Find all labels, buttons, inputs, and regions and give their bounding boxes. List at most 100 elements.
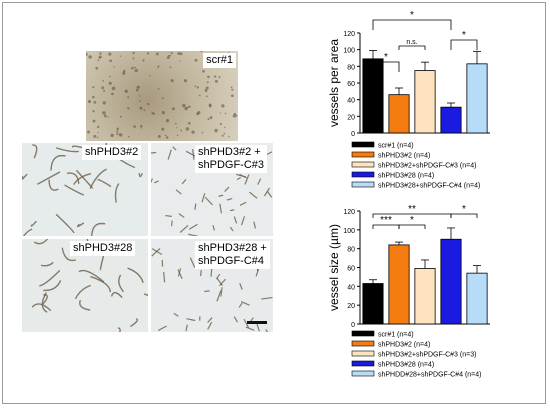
panel-label: shPHD3#2 + shPDGF-C#3 (195, 145, 268, 173)
legend-swatch (351, 370, 375, 377)
vessel-strand (22, 173, 28, 181)
vessel-speck (170, 52, 173, 55)
vessel-segment (158, 325, 167, 331)
vessel-strand (43, 280, 62, 292)
bar (466, 63, 488, 134)
vessel-speck (207, 75, 210, 79)
vessel-speck (194, 85, 197, 88)
vessel-segment (240, 216, 246, 226)
vessel-speck (166, 56, 170, 59)
y-tick-label: 20 (347, 114, 355, 121)
vessel-segment (154, 180, 159, 184)
vessel-speck (153, 112, 156, 115)
vessel-strand (55, 147, 79, 153)
vessel-segment (207, 321, 213, 330)
vessel-speck (133, 66, 136, 69)
vessel-speck (202, 69, 205, 73)
vessel-speck (92, 110, 95, 113)
vessel-segment (249, 191, 258, 199)
vessel-segment (204, 290, 210, 293)
vessel-speck (113, 66, 115, 68)
legend-label: scr#1 (n=4) (378, 143, 414, 150)
vessel-segment (226, 198, 233, 201)
significance-bracket (398, 224, 426, 229)
vessel-speck (124, 89, 128, 93)
panel-label: shPHD3#2 (82, 145, 142, 160)
y-tick-label: 100 (343, 48, 355, 55)
vessel-speck (157, 88, 160, 90)
vessel-segment (265, 329, 269, 332)
vessel-segment (233, 316, 239, 323)
significance-bracket (450, 39, 478, 50)
vessel-speck (165, 136, 169, 139)
legend-label: shPHD3#2 (n=4) (378, 153, 430, 160)
vessel-strand (48, 179, 59, 191)
micrograph-shphd3-2-shpdgfc3: shPHD3#2 + shPDGF-C#3 (151, 143, 273, 236)
vessel-strand (61, 247, 77, 262)
vessel-strand (55, 213, 75, 234)
vessel-segment (261, 296, 273, 300)
vessel-speck (188, 121, 191, 125)
vessel-speck (196, 86, 199, 89)
vessel-speck (140, 124, 143, 128)
vessel-strand (66, 172, 80, 184)
significance-label: ** (408, 204, 416, 215)
vessel-speck (223, 132, 226, 135)
vessel-segment (253, 221, 257, 229)
vessel-speck (132, 51, 135, 55)
vessel-speck (179, 60, 181, 62)
vessel-speck (116, 132, 119, 136)
bar (440, 106, 462, 134)
vessel-speck (131, 66, 134, 70)
legend-label: shPHD3#2 (n=4) (378, 342, 430, 349)
legend-swatch (351, 141, 375, 148)
bar (362, 283, 384, 325)
vessel-speck (157, 65, 160, 67)
vessel-speck (132, 57, 135, 60)
legend-label: shPHD3#2+shPDGF-C#3 (n=4) (378, 163, 476, 170)
bar (440, 238, 462, 325)
vessel-segment (244, 174, 250, 185)
vessel-segment (186, 318, 196, 322)
y-tick-label: 20 (347, 303, 355, 310)
vessel-speck (206, 95, 208, 98)
vessel-speck (102, 101, 106, 105)
vessel-segment (219, 278, 227, 287)
vessel-segment (178, 213, 185, 218)
legend-swatch (351, 340, 375, 347)
vessel-speck (86, 52, 88, 56)
vessel-strand (78, 269, 105, 283)
vessel-speck (224, 126, 226, 129)
significance-label: * (462, 30, 466, 41)
vessel-speck (176, 127, 178, 129)
vessel-speck (98, 56, 101, 59)
vessel-strand (91, 222, 106, 236)
vessel-speck (95, 66, 99, 70)
vessel-speck (187, 106, 189, 108)
vessel-speck (205, 86, 209, 90)
y-tick-label: 100 (343, 228, 355, 235)
legend-swatch (351, 330, 375, 337)
legend-label: shPHD3#28+shPDGF-C#4 (n=4) (378, 183, 480, 190)
vessel-segment (240, 301, 250, 306)
vessel-strand (110, 291, 123, 299)
vessel-speck (208, 104, 212, 108)
vessel-segment (185, 150, 197, 158)
vessel-speck (213, 75, 217, 78)
vessel-speck (165, 118, 170, 123)
vessel-speck (139, 100, 141, 102)
vessel-speck (134, 68, 139, 73)
vessel-speck (169, 54, 172, 57)
vessel-speck (110, 133, 114, 138)
vessel-segment (215, 273, 221, 280)
micrograph-scr1: scr#1 (86, 51, 238, 141)
vessel-speck (147, 102, 150, 106)
vessel-speck (182, 103, 186, 108)
vessel-speck (127, 135, 130, 138)
vessel-speck (206, 81, 209, 84)
legend-swatch (351, 350, 375, 357)
vessel-speck (167, 54, 170, 57)
vessel-speck (87, 130, 91, 134)
vessel-speck (169, 66, 172, 69)
vessel-strand (89, 168, 107, 189)
